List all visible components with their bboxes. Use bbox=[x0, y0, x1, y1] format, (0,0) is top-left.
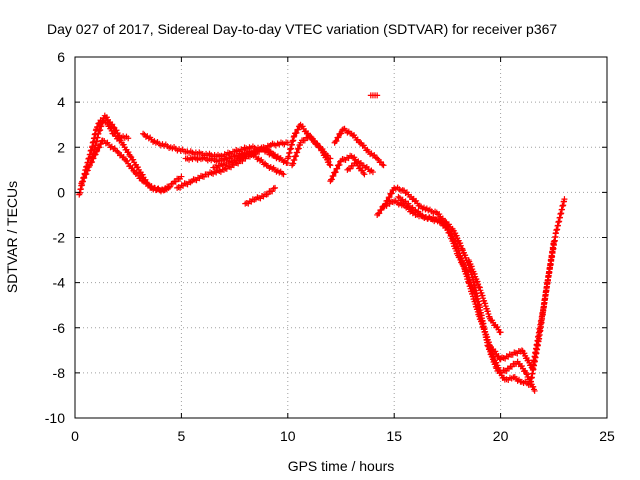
data-point-sat-l bbox=[328, 176, 335, 183]
chart-title: Day 027 of 2017, Sidereal Day-to-day VTE… bbox=[47, 21, 557, 37]
data-point-sat-k bbox=[335, 134, 342, 141]
data-point-sat-j bbox=[326, 161, 333, 168]
data-point-sat-r bbox=[497, 329, 504, 336]
data-point-sat-b bbox=[79, 178, 86, 185]
data-point-sat-i bbox=[293, 129, 300, 136]
y-tick-label: 0 bbox=[57, 184, 65, 200]
data-point-sat-q bbox=[531, 387, 538, 394]
data-point-sat-l bbox=[330, 172, 337, 179]
x-axis-title: GPS time / hours bbox=[288, 458, 395, 474]
data-point-sat-l bbox=[336, 161, 343, 168]
data-point-sat-q bbox=[460, 261, 467, 268]
y-tick-label: -2 bbox=[53, 230, 66, 246]
data-point-sat-q bbox=[489, 352, 496, 359]
data-point-sat-m bbox=[359, 167, 366, 174]
y-tick-label: 4 bbox=[57, 94, 65, 110]
data-point-sat-l bbox=[369, 169, 376, 176]
data-point-sat-k bbox=[357, 139, 364, 146]
data-point-sat-c bbox=[125, 135, 132, 142]
data-point-sat-k bbox=[380, 162, 387, 169]
data-point-sat-m bbox=[353, 160, 360, 167]
y-tick-label: -10 bbox=[45, 410, 65, 426]
data-point-sat-f bbox=[260, 161, 267, 168]
data-point-sat-j bbox=[327, 162, 334, 169]
data-point-sat-a bbox=[178, 173, 185, 180]
y-tick-label: 2 bbox=[57, 139, 65, 155]
data-point-sat-a bbox=[127, 153, 134, 160]
data-point-sat-b bbox=[114, 148, 121, 155]
data-point-sat-o bbox=[457, 240, 464, 247]
y-tick-label: -6 bbox=[53, 320, 66, 336]
data-point-sat-k bbox=[379, 161, 386, 168]
data-point-sat-b bbox=[165, 184, 172, 191]
data-point-sat-e bbox=[284, 139, 291, 146]
x-tick-label: 0 bbox=[71, 428, 79, 444]
data-point-sat-b bbox=[129, 165, 136, 172]
data-point-sat-c bbox=[109, 121, 116, 128]
data-point-sat-o bbox=[453, 232, 460, 239]
data-point-sat-o bbox=[457, 242, 464, 249]
data-point-sat-l bbox=[332, 169, 339, 176]
x-tick-label: 20 bbox=[493, 428, 509, 444]
data-point-sat-m bbox=[361, 171, 368, 178]
y-tick-label: -8 bbox=[53, 365, 66, 381]
data-point-sat-i bbox=[327, 155, 334, 162]
data-point-sat-b bbox=[83, 171, 90, 178]
data-point-sat-a bbox=[120, 141, 127, 148]
x-tick-label: 15 bbox=[386, 428, 402, 444]
y-tick-label: 6 bbox=[57, 49, 65, 65]
data-point-sat-o bbox=[388, 190, 395, 197]
data-point-sat-i bbox=[295, 126, 302, 133]
data-point-sat-b bbox=[86, 162, 93, 169]
data-point-sat-i bbox=[299, 123, 306, 130]
data-point-sat-c bbox=[114, 129, 121, 136]
data-point-sat-q bbox=[526, 376, 533, 383]
data-point-sat-q bbox=[443, 224, 450, 231]
data-point-sat-k bbox=[338, 130, 345, 137]
data-point-sat-p bbox=[550, 239, 557, 246]
data-point-sat-b bbox=[84, 167, 91, 174]
data-point-sat-k bbox=[333, 137, 340, 144]
data-point-sat-c bbox=[103, 114, 110, 121]
data-point-sat-a bbox=[139, 171, 146, 178]
axis-ticks: 0 5 10 15 20 25 -10 -8 -6 -4 -2 0 2 4 6 bbox=[45, 49, 615, 444]
data-point-sat-l bbox=[334, 165, 341, 172]
data-point-sat-a bbox=[125, 149, 132, 156]
data-point-sat-b bbox=[81, 174, 88, 181]
data-point-sat-a bbox=[130, 156, 137, 163]
data-point-sat-q bbox=[518, 363, 525, 370]
y-tick-label: -4 bbox=[53, 275, 66, 291]
x-tick-label: 10 bbox=[280, 428, 296, 444]
data-point-sat-h bbox=[272, 184, 279, 191]
data-point-sat-b bbox=[124, 157, 131, 164]
data-point-sat-f bbox=[280, 171, 287, 178]
data-point-sat-o bbox=[376, 210, 383, 217]
x-tick-label: 5 bbox=[178, 428, 186, 444]
data-point-sat-k bbox=[374, 155, 381, 162]
data-point-sat-q bbox=[493, 359, 500, 366]
data-point-sat-q bbox=[456, 254, 463, 261]
data-point-sat-a bbox=[134, 164, 141, 171]
data-points bbox=[76, 92, 568, 394]
data-point-sat-o bbox=[378, 206, 385, 213]
data-point-sat-b bbox=[96, 144, 103, 151]
data-point-sat-q bbox=[530, 383, 537, 390]
data-point-sat-n bbox=[374, 92, 381, 99]
data-point-sat-b bbox=[138, 177, 145, 184]
data-point-sat-o bbox=[561, 196, 568, 203]
y-axis-title: SDTVAR / TECUs bbox=[4, 181, 20, 293]
x-tick-label: 25 bbox=[599, 428, 615, 444]
data-point-sat-o bbox=[386, 194, 393, 201]
data-point-sat-c bbox=[113, 127, 120, 134]
data-point-sat-c bbox=[110, 123, 117, 130]
